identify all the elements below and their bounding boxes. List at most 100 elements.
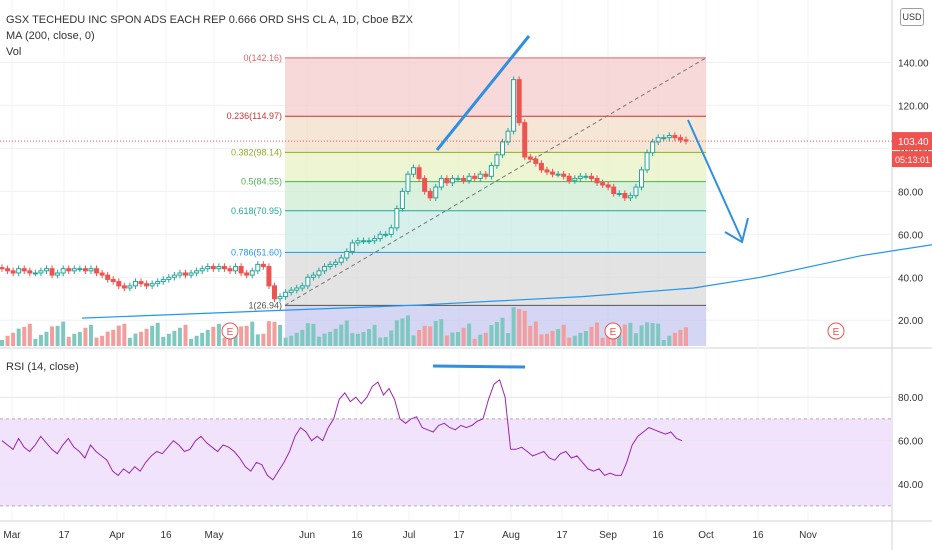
countdown-label: 05:13:01 xyxy=(895,155,930,165)
volume-bar xyxy=(372,324,377,346)
candle-body xyxy=(210,266,216,270)
volume-bar xyxy=(61,321,66,346)
volume-bar xyxy=(211,326,216,346)
annotation-trendline xyxy=(435,35,531,151)
time-tick-label: Apr xyxy=(109,530,125,541)
volume-bar xyxy=(278,324,283,346)
volume-bar xyxy=(478,334,483,346)
time-tick-label: 16 xyxy=(351,530,363,541)
volume-bar xyxy=(472,338,477,346)
candle-body xyxy=(416,167,422,179)
volume-bar xyxy=(572,335,577,346)
candle-body xyxy=(71,268,77,272)
volume-indicator-label[interactable]: Vol xyxy=(6,46,22,58)
candle-body xyxy=(522,122,528,158)
candle-body xyxy=(43,268,49,272)
volume-bar xyxy=(333,328,338,346)
candle-body xyxy=(650,141,656,154)
earnings-marker-label: E xyxy=(833,327,840,338)
candle-body xyxy=(60,268,66,274)
rsi-indicator-label[interactable]: RSI (14, close) xyxy=(6,361,79,373)
volume-bar xyxy=(672,332,677,346)
candle-body xyxy=(271,285,277,300)
price-tick-label: 80.00 xyxy=(898,187,923,198)
candle-body xyxy=(310,274,316,278)
candle-body xyxy=(366,240,372,243)
volume-bar xyxy=(311,323,316,346)
volume-bar xyxy=(522,310,527,346)
fib-level-label: 1(26.94) xyxy=(248,300,282,310)
volume-bar xyxy=(44,331,49,346)
volume-bar xyxy=(300,329,305,346)
volume-bar xyxy=(361,332,366,346)
volume-bar xyxy=(122,323,127,346)
candle-body xyxy=(377,233,383,240)
last-price-label: 103.40 xyxy=(898,137,929,148)
volume-bar xyxy=(16,328,21,346)
candle-body xyxy=(483,173,489,177)
fib-trendline xyxy=(284,57,707,306)
volume-bar xyxy=(578,332,583,346)
candle-body xyxy=(572,177,578,182)
candle-body xyxy=(499,141,505,156)
candle-body xyxy=(627,195,633,199)
volume-bar xyxy=(528,325,533,346)
volume-bar xyxy=(205,329,210,346)
volume-bar xyxy=(289,335,294,346)
volume-bar xyxy=(172,330,177,346)
candle-body xyxy=(538,162,544,171)
volume-bar xyxy=(500,317,505,346)
volume-bar xyxy=(228,334,232,346)
volume-bar xyxy=(144,328,149,346)
volume-bar xyxy=(200,332,205,346)
currency-button[interactable]: USD xyxy=(900,8,924,26)
volume-bar xyxy=(222,337,227,346)
candle-body xyxy=(116,281,122,287)
volume-bar xyxy=(567,337,572,346)
fib-level-label: 0.5(84.55) xyxy=(241,177,282,187)
candle-body xyxy=(600,182,606,186)
rsi-tick-label: 60.00 xyxy=(898,437,923,448)
candle-body xyxy=(316,270,322,276)
candle-body xyxy=(655,137,661,143)
candle-body xyxy=(505,130,511,143)
volume-bar xyxy=(0,340,4,346)
volume-bar xyxy=(233,330,238,346)
annotation-arrowhead xyxy=(724,217,749,244)
candle-body xyxy=(27,270,33,274)
candle-body xyxy=(127,285,133,289)
ma-indicator-label[interactable]: MA (200, close, 0) xyxy=(6,30,95,42)
volume-bar xyxy=(439,319,444,346)
candle-body xyxy=(533,158,539,164)
candle-body xyxy=(477,173,483,179)
candle-body xyxy=(438,177,444,188)
candle-body xyxy=(55,272,61,276)
time-tick-label: 17 xyxy=(556,530,568,541)
candle-body xyxy=(605,184,611,188)
candle-body xyxy=(110,278,116,283)
volume-bar xyxy=(77,332,82,346)
volume-bar xyxy=(589,326,594,346)
volume-bar xyxy=(189,338,194,346)
volume-bar xyxy=(656,323,661,346)
candle-body xyxy=(188,272,194,276)
volume-bar xyxy=(177,327,182,346)
volume-bar xyxy=(411,335,416,346)
candle-body xyxy=(555,173,561,176)
candle-body xyxy=(372,238,378,242)
candle-body xyxy=(205,266,211,270)
candle-body xyxy=(577,175,583,179)
candle-body xyxy=(455,177,461,180)
fib-level-label: 0.786(51.60) xyxy=(231,247,282,257)
earnings-marker xyxy=(827,322,845,340)
candle-body xyxy=(349,242,355,252)
volume-bar xyxy=(83,327,88,346)
candle-body xyxy=(144,283,150,287)
volume-bar xyxy=(383,337,388,346)
candle-body xyxy=(433,186,439,199)
volume-bar xyxy=(355,333,360,346)
time-tick-label: Sep xyxy=(599,530,617,541)
volume-bar xyxy=(450,332,455,346)
earnings-marker-label: E xyxy=(227,327,234,338)
